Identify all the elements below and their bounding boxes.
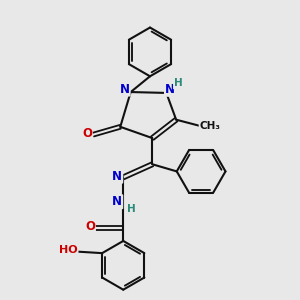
Text: N: N [112, 195, 122, 208]
Text: H: H [174, 78, 183, 88]
Text: N: N [120, 82, 130, 96]
Text: HO: HO [59, 245, 78, 256]
Text: H: H [127, 204, 136, 214]
Text: N: N [112, 170, 122, 183]
Text: O: O [82, 127, 92, 140]
Text: N: N [165, 83, 175, 96]
Text: CH₃: CH₃ [200, 121, 220, 131]
Text: O: O [85, 220, 95, 233]
